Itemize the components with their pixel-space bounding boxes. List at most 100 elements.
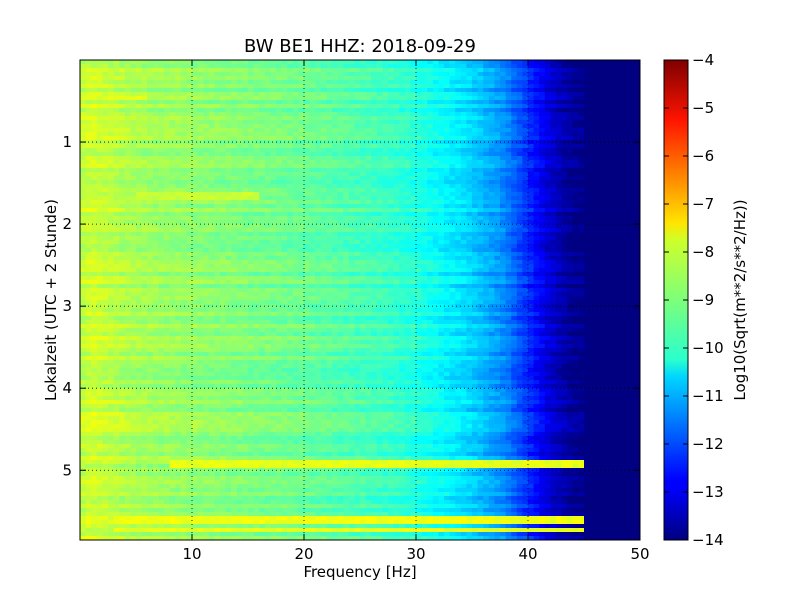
heatmap-cell <box>416 228 422 233</box>
heatmap-cell <box>533 120 540 125</box>
heatmap-cell <box>460 68 467 73</box>
heatmap-cell <box>438 220 445 225</box>
heatmap-cell <box>516 184 523 189</box>
heatmap-cell <box>432 208 439 213</box>
heatmap-cell <box>449 84 456 89</box>
heatmap-cell <box>130 128 137 133</box>
heatmap-cell <box>572 60 579 65</box>
heatmap-cell <box>578 168 585 173</box>
heatmap-cell <box>180 172 187 177</box>
heatmap-cell <box>85 104 92 109</box>
heatmap-cell <box>276 188 282 193</box>
heatmap-cell <box>225 172 232 177</box>
heatmap-cell <box>354 196 361 201</box>
heatmap-cell <box>539 92 546 97</box>
heatmap-cell <box>270 176 277 181</box>
heatmap-cell <box>556 64 562 69</box>
heatmap-cell <box>628 196 635 201</box>
heatmap-cell <box>421 64 428 69</box>
heatmap-cell <box>550 144 557 149</box>
heatmap-cell <box>432 152 439 157</box>
heatmap-cell <box>281 224 288 229</box>
heatmap-cell <box>472 160 478 165</box>
heatmap-cell <box>578 236 585 241</box>
heatmap-cell <box>404 184 411 189</box>
heatmap-cell <box>438 100 445 105</box>
heatmap-cell <box>130 80 137 85</box>
heatmap-cell <box>488 140 495 145</box>
heatmap-cell <box>147 212 154 217</box>
heatmap-cell <box>404 144 411 149</box>
heatmap-cell <box>152 76 159 81</box>
heatmap-cell <box>332 208 338 213</box>
heatmap-cell <box>511 208 518 213</box>
heatmap-cell <box>455 256 462 261</box>
heatmap-cell <box>438 112 445 117</box>
heatmap-cell <box>606 96 613 101</box>
heatmap-cell <box>494 184 501 189</box>
heatmap-cell <box>169 184 176 189</box>
heatmap-cell <box>444 252 450 257</box>
heatmap-cell <box>192 156 198 161</box>
heatmap-cell <box>561 108 568 113</box>
heatmap-cell <box>130 204 137 209</box>
heatmap-cell <box>259 72 266 77</box>
heatmap-cell <box>360 92 366 97</box>
heatmap-cell <box>180 96 187 101</box>
heatmap-cell <box>298 252 305 257</box>
heatmap-cell <box>365 108 372 113</box>
heatmap-cell <box>455 220 462 225</box>
heatmap-cell <box>556 212 562 217</box>
heatmap-cell <box>264 156 271 161</box>
heatmap-cell <box>214 132 221 137</box>
heatmap-cell <box>404 212 411 217</box>
heatmap-cell <box>113 112 120 117</box>
heatmap-cell <box>119 168 126 173</box>
heatmap-cell <box>248 68 254 73</box>
heatmap-cell <box>589 252 596 257</box>
heatmap-cell <box>404 200 411 205</box>
heatmap-cell <box>225 224 232 229</box>
heatmap-cell <box>528 212 534 217</box>
heatmap-cell <box>248 104 254 109</box>
heatmap-cell <box>444 104 450 109</box>
heatmap-cell <box>220 64 226 69</box>
heatmap-cell <box>236 168 243 173</box>
heatmap-cell <box>388 224 394 229</box>
heatmap-cell <box>236 96 243 101</box>
heatmap-cell <box>287 216 294 221</box>
heatmap-cell <box>259 120 266 125</box>
heatmap-cell <box>376 208 383 213</box>
heatmap-cell <box>320 216 327 221</box>
heatmap-cell <box>225 200 232 205</box>
heatmap-cell <box>304 60 310 65</box>
heatmap-cell <box>287 76 294 81</box>
heatmap-cell <box>561 252 568 257</box>
heatmap-cell <box>354 108 361 113</box>
heatmap-cell <box>175 64 182 69</box>
heatmap-cell <box>567 256 574 261</box>
heatmap-cell <box>371 108 378 113</box>
heatmap-cell <box>108 96 114 101</box>
heatmap-cell <box>628 212 635 217</box>
heatmap-cell <box>320 224 327 229</box>
heatmap-cell <box>281 88 288 93</box>
heatmap-cell <box>416 252 422 257</box>
heatmap-cell <box>96 164 103 169</box>
heatmap-cell <box>533 156 540 161</box>
heatmap-cell <box>298 136 305 141</box>
heatmap-cell <box>298 128 305 133</box>
heatmap-cell <box>410 136 417 141</box>
heatmap-cell <box>628 176 635 181</box>
heatmap-cell <box>158 72 165 77</box>
heatmap-cell <box>472 176 478 181</box>
heatmap-cell <box>253 172 260 177</box>
heatmap-cell <box>634 164 641 169</box>
heatmap-cell <box>634 60 641 65</box>
heatmap-cell <box>432 96 439 101</box>
heatmap-cell <box>180 124 187 129</box>
heatmap-cell <box>572 156 579 161</box>
heatmap-cell <box>102 176 109 181</box>
heatmap-cell <box>410 140 417 145</box>
heatmap-cell <box>617 196 624 201</box>
